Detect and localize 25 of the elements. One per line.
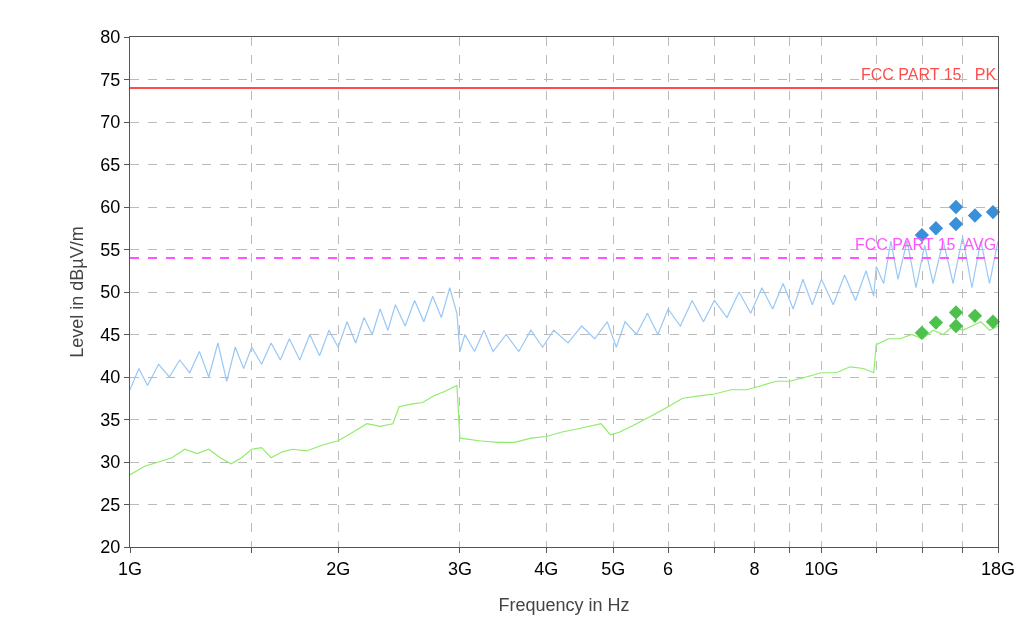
y-tick-label: 75 <box>100 69 121 90</box>
y-tick-label: 30 <box>100 452 121 473</box>
y-tick-label: 50 <box>100 282 121 303</box>
y-axis-title: Level in dBµV/m <box>66 226 87 358</box>
x-tick-label: 4G <box>534 558 559 579</box>
y-tick-label: 40 <box>100 367 121 388</box>
y-tick-label: 20 <box>100 537 121 558</box>
y-tick-label: 35 <box>100 409 121 430</box>
x-tick-label: 5G <box>601 558 626 579</box>
x-tick-label: 10G <box>804 558 839 579</box>
y-tick-label: 25 <box>100 494 121 515</box>
x-tick-label: 2G <box>326 558 351 579</box>
y-tick-label: 45 <box>100 324 121 345</box>
y-tick-label: 60 <box>100 197 121 218</box>
y-tick-label: 80 <box>100 27 121 48</box>
y-tick-label: 65 <box>100 154 121 175</box>
x-tick-label: 8 <box>749 558 760 579</box>
x-tick-label: 1G <box>117 558 143 579</box>
x-axis-title: Frequency in Hz <box>498 594 630 615</box>
y-tick-label: 55 <box>100 239 121 260</box>
x-tick-label: 18G <box>980 558 1016 579</box>
y-tick-label: 70 <box>100 112 121 133</box>
x-tick-label: 3G <box>447 558 472 579</box>
ref-line-label: FCC PART 15 PK <box>861 66 997 83</box>
x-tick-label: 6 <box>663 558 674 579</box>
